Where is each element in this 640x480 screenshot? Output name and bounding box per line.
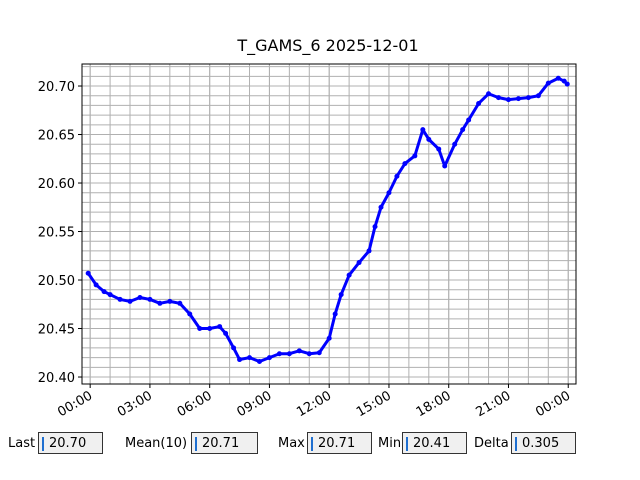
data-point [366,248,372,254]
data-point [505,97,511,103]
data-point [217,324,223,330]
stat-label: Delta [474,436,509,451]
data-point [496,95,502,101]
stat-textbox[interactable]: 20.71 [191,432,258,454]
data-point [197,326,203,332]
data-point [276,351,282,357]
data-point [452,141,458,147]
x-tick-label: 21:00 [474,388,514,420]
data-point [386,190,392,196]
data-point [436,146,442,152]
x-tick-label: 15:00 [354,388,394,420]
data-point [426,136,432,142]
y-tick-label: 20.55 [38,226,75,241]
stat-textbox[interactable]: 20.41 [402,432,467,454]
data-point [256,358,262,364]
data-point [326,335,332,341]
data-point [207,326,213,332]
y-tick-label: 20.70 [38,80,75,95]
x-tick-label: 12:00 [294,388,334,420]
data-point [266,355,272,361]
data-point [545,80,551,86]
data-point [535,93,541,99]
data-point [147,296,153,302]
data-point [93,282,99,288]
data-point [515,96,521,102]
data-point [101,289,107,295]
data-point [247,355,253,361]
data-point [296,348,302,354]
data-point [476,100,482,106]
stat-textbox[interactable]: 20.70 [38,432,103,454]
data-point [237,357,243,363]
data-point [378,204,384,210]
data-point [85,270,91,276]
data-point [460,127,466,133]
data-point [486,91,492,97]
data-point [286,351,292,357]
y-tick-label: 20.65 [38,129,75,144]
data-point [187,311,193,317]
data-point [442,163,448,169]
data-point [231,345,237,351]
data-point [157,300,163,306]
data-point [177,300,183,306]
x-tick-label: 09:00 [234,388,274,420]
data-point [372,224,378,230]
x-tick-label: 18:00 [414,388,454,420]
y-tick-label: 20.50 [38,274,75,289]
chart-title: T_GAMS_6 2025-12-01 [236,36,418,56]
data-point [394,173,400,179]
stat-textbox[interactable]: 0.305 [511,432,576,454]
x-tick-label: 00:00 [533,388,573,420]
data-point [412,153,418,159]
data-point [316,350,322,356]
data-point [338,292,344,298]
data-point [564,81,570,87]
data-point [107,292,113,298]
x-tick-label: 06:00 [175,388,215,420]
data-point [555,75,561,81]
data-point [306,351,312,357]
stat-label: Max [278,436,305,451]
data-point [356,260,362,266]
x-tick-label: 00:00 [55,388,95,420]
data-point [127,298,133,304]
y-tick-label: 20.45 [38,323,75,338]
y-tick-label: 20.60 [38,177,75,192]
x-tick-label: 03:00 [115,388,155,420]
data-point [137,294,143,300]
data-point [167,298,173,304]
data-point [117,296,123,302]
stat-label: Last [8,436,36,451]
data-point [525,95,531,101]
stat-label: Min [378,436,402,451]
stat-textbox[interactable]: 20.71 [307,432,372,454]
stat-label: Mean(10) [125,436,188,451]
data-point [346,272,352,278]
data-point [332,311,338,317]
data-point [223,330,229,336]
y-tick-label: 20.40 [38,371,75,386]
data-point [420,127,426,133]
data-point [466,117,472,123]
data-point [402,161,408,167]
chart: T_GAMS_6 2025-12-01 20.40 20.45 20.50 20.55… [38,36,577,420]
